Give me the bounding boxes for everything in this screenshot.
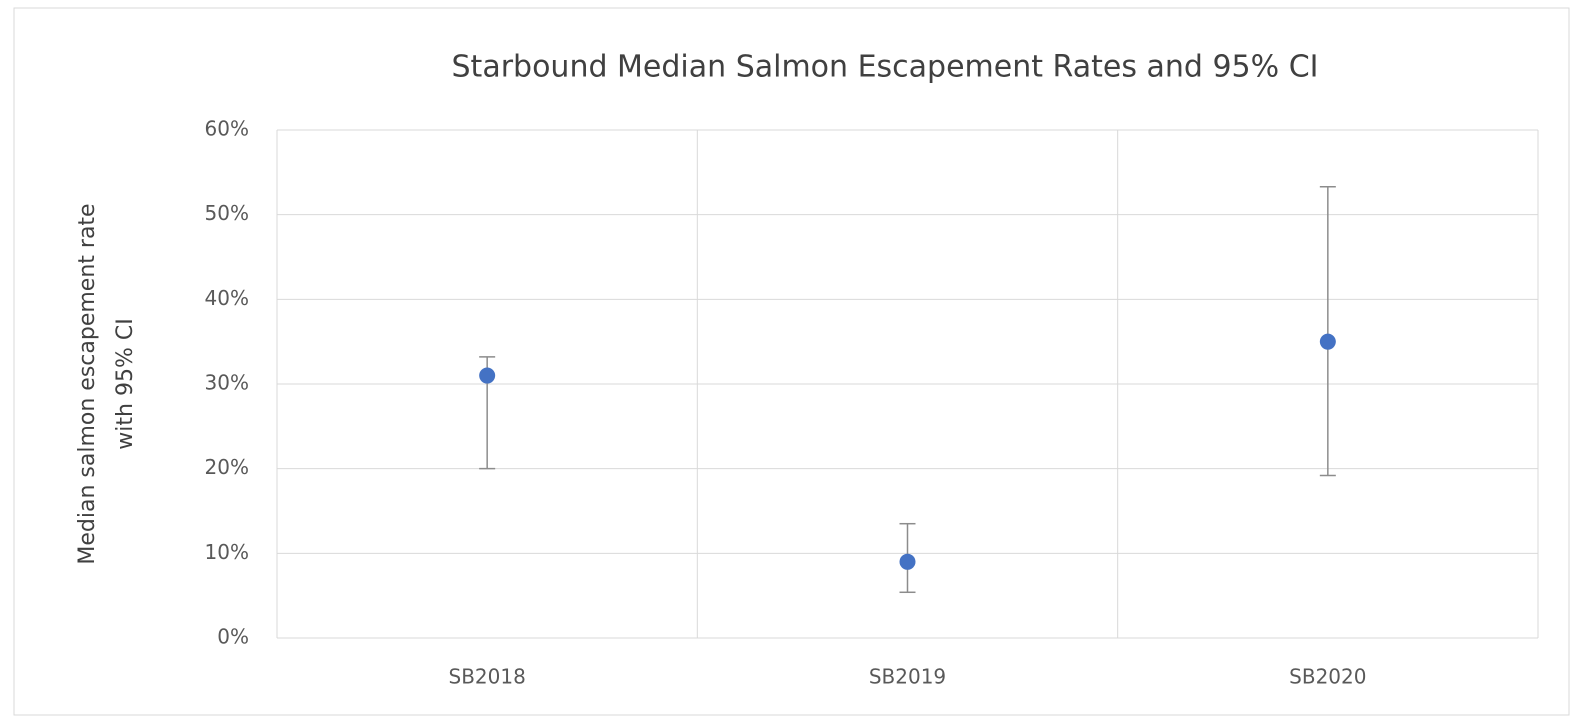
y-tick-label: 0%: [217, 625, 249, 649]
y-tick-label: 40%: [205, 286, 249, 310]
y-tick-label: 10%: [205, 540, 249, 564]
chart-title: Starbound Median Salmon Escapement Rates…: [452, 50, 1319, 85]
y-tick-label: 30%: [205, 371, 249, 395]
y-axis-label: Median salmon escapement rate: [75, 203, 100, 564]
point: [1319, 333, 1336, 350]
point: [479, 367, 496, 384]
y-tick-label: 60%: [205, 117, 249, 141]
x-tick-label: SB2019: [869, 665, 946, 689]
y-tick-label: 50%: [205, 201, 249, 225]
y-tick-label: 20%: [205, 455, 249, 479]
y-axis-label: with 95% CI: [113, 318, 138, 449]
chart-frame: [13, 7, 1570, 716]
x-tick-label: SB2020: [1289, 665, 1366, 689]
point: [899, 553, 916, 570]
x-tick-label: SB2018: [449, 665, 526, 689]
